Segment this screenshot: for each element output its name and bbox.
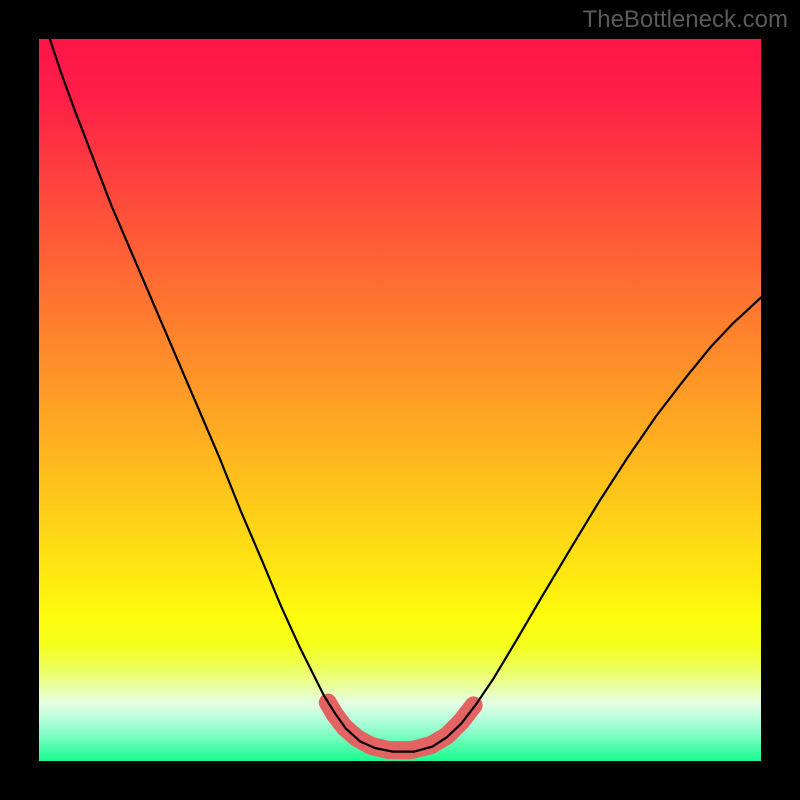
watermark-text: TheBottleneck.com <box>583 6 788 34</box>
chart-frame: TheBottleneck.com <box>0 0 800 800</box>
bottleneck-chart <box>0 0 800 800</box>
plot-background <box>39 39 761 761</box>
